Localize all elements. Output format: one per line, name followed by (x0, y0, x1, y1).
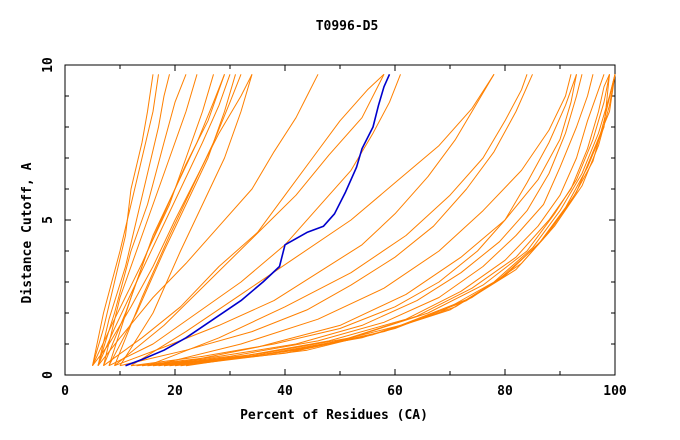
series-line (147, 74, 605, 367)
axis-tick-labels: 0 20 40 60 80 100 0 5 10 (41, 57, 627, 399)
series-line (92, 74, 154, 366)
series-line (185, 74, 616, 367)
series-line (169, 74, 610, 367)
series-line (119, 74, 533, 367)
x-tick-label: 0 (61, 384, 69, 399)
axis-ticks (64, 64, 616, 376)
x-tick-label: 40 (277, 384, 293, 399)
series-line (174, 74, 616, 367)
series-line (103, 74, 214, 366)
series-line (108, 74, 401, 367)
series-line (97, 74, 187, 366)
x-axis-label: Percent of Residues (CA) (240, 408, 428, 423)
series-line (163, 74, 577, 367)
y-tick-label: 5 (41, 216, 56, 224)
series-line (152, 74, 572, 367)
series-line (103, 73, 385, 367)
series-line (108, 74, 236, 366)
x-tick-label: 20 (167, 384, 183, 399)
series-line (92, 74, 159, 366)
series-line (92, 74, 253, 367)
series-line (97, 74, 319, 367)
series-line (141, 74, 594, 367)
x-tick-label: 100 (603, 384, 627, 399)
series-line (114, 74, 385, 367)
y-axis-label: Distance Cutoff, A (20, 162, 35, 303)
series-line (163, 74, 616, 367)
series-line (103, 74, 198, 366)
x-tick-label: 80 (497, 384, 513, 399)
series-line (158, 74, 610, 367)
series-line (97, 74, 170, 366)
x-tick-label: 60 (387, 384, 403, 399)
series-line (130, 74, 495, 367)
highlight-series-line (125, 73, 391, 367)
series-line (119, 74, 253, 366)
series-line (114, 74, 242, 366)
chart-title: T0996-D5 (316, 19, 379, 34)
series-line (97, 74, 231, 366)
series-line (92, 74, 225, 366)
series-line (130, 74, 577, 367)
series-line (136, 74, 583, 367)
series-line (114, 74, 495, 367)
y-tick-label: 10 (41, 57, 56, 73)
series-line (147, 74, 528, 367)
series-layer (92, 73, 616, 367)
y-tick-label: 0 (41, 371, 56, 379)
